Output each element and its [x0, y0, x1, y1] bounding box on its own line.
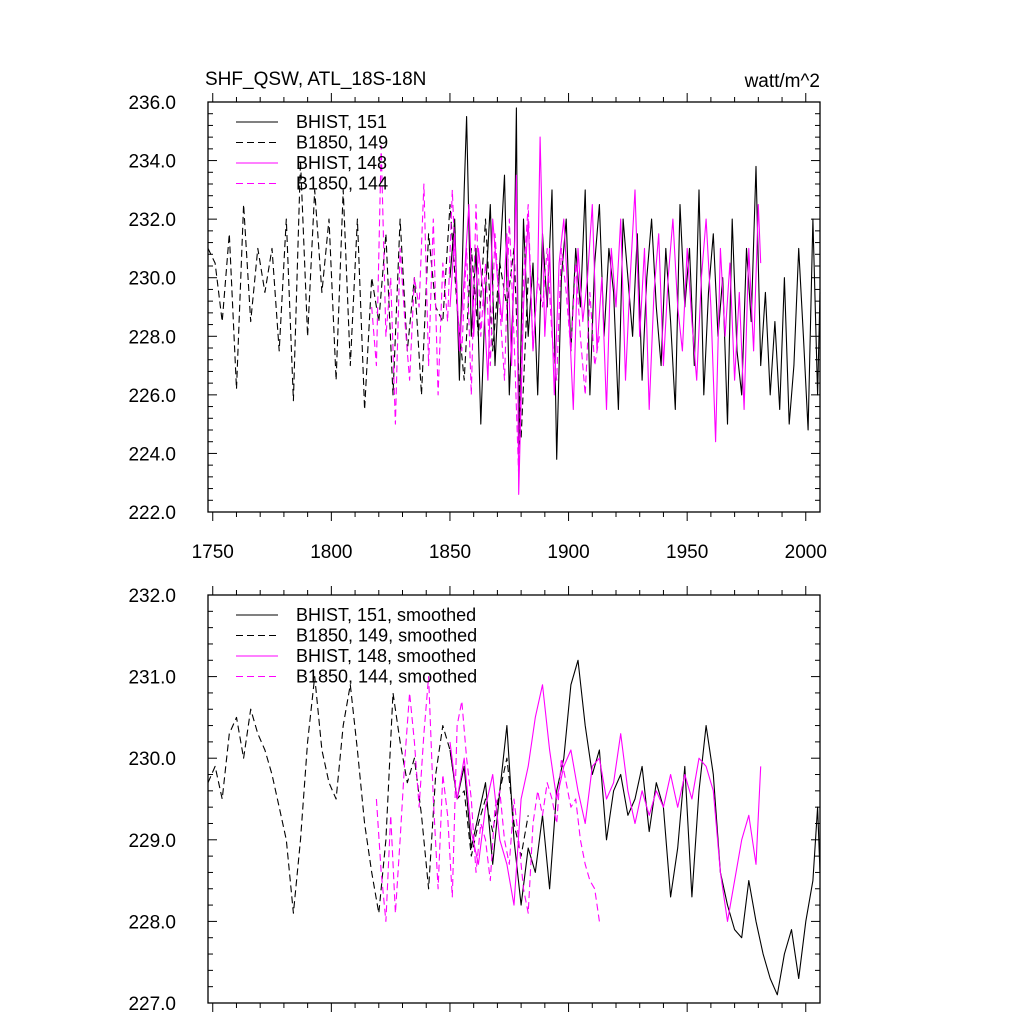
y-tick-label: 230.0	[128, 269, 176, 290]
legend-label: B1850, 144	[296, 174, 388, 194]
y-tick-label: 232.0	[128, 210, 176, 231]
legend-label: B1850, 144, smoothed	[296, 667, 477, 687]
x-tick-label: 1800	[310, 542, 352, 563]
series-line-2	[207, 160, 529, 440]
y-tick-label: 236.0	[128, 93, 176, 114]
x-tick-label: 1750	[192, 542, 234, 563]
y-tick-label: 229.0	[128, 831, 176, 852]
series-line-2	[207, 676, 529, 914]
legend-label: B1850, 149, smoothed	[296, 626, 477, 646]
plot-frame	[207, 594, 821, 1004]
series-line-3	[449, 684, 762, 922]
chart-units: watt/m^2	[744, 71, 820, 92]
y-tick-label: 226.0	[128, 386, 176, 407]
series-line-4	[375, 676, 600, 922]
y-tick-label: 228.0	[128, 912, 176, 933]
series-line-1	[449, 659, 821, 996]
bottom-panel: 227.0 228.0 229.0 230.0 231.0 232.0 BHIST, 151…	[128, 586, 821, 1015]
series-line-4	[371, 145, 600, 478]
legend-label: B1850, 149	[296, 133, 388, 153]
legend-label: BHIST, 148, smoothed	[296, 646, 476, 666]
y-tick-label: 228.0	[128, 327, 176, 348]
y-tick-label: 224.0	[128, 444, 176, 465]
chart-title: SHF_QSW, ATL_18S-18N	[205, 69, 426, 90]
y-tick-label: 222.0	[128, 503, 176, 524]
x-tick-label: 1900	[547, 542, 589, 563]
series-line-1	[449, 107, 821, 460]
series-line-3	[449, 136, 762, 495]
x-tick-label: 1950	[666, 542, 708, 563]
y-tick-label: 230.0	[128, 749, 176, 770]
y-tick-label: 234.0	[128, 152, 176, 173]
y-tick-label: 232.0	[128, 586, 176, 607]
x-tick-label: 1850	[429, 542, 471, 563]
x-tick-label: 2000	[785, 542, 827, 563]
y-tick-label: 231.0	[128, 668, 176, 689]
y-tick-label: 227.0	[128, 994, 176, 1015]
legend-label: BHIST, 151, smoothed	[296, 605, 476, 625]
top-panel: 1750 1800 1850 1900 1950 2000 222.0 224.0 226.0 2…	[128, 93, 827, 563]
legend-label: BHIST, 148	[296, 153, 387, 173]
legend-label: BHIST, 151	[296, 112, 387, 132]
